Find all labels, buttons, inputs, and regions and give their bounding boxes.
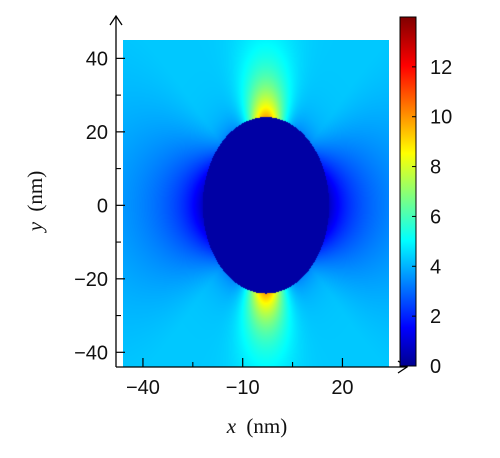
colorbar xyxy=(399,16,417,367)
colorbar-tick-label: 12 xyxy=(430,57,452,79)
y-axis-title: y (nm) xyxy=(23,171,47,233)
colorbar-tick-label: 0 xyxy=(430,356,441,378)
y-axis-arrow xyxy=(109,14,123,26)
y-tick-label: 40 xyxy=(86,48,108,70)
colorbar-ticks: 0 2 4 6 8 10 12 xyxy=(412,57,452,378)
x-tick-label: −10 xyxy=(226,377,260,399)
colorbar-tick-label: 4 xyxy=(430,256,441,278)
x-tick-label: 20 xyxy=(331,377,353,399)
y-tick-label: 0 xyxy=(97,195,108,217)
x-axis-ticks: −40 −10 20 xyxy=(126,358,354,399)
colorbar-tick-label: 6 xyxy=(430,206,441,228)
y-axis-ticks: 40 20 0 −20 −40 xyxy=(74,48,125,364)
y-tick-label: −20 xyxy=(74,269,108,291)
colorbar-tick-label: 8 xyxy=(430,157,441,179)
x-tick-label: −40 xyxy=(126,377,160,399)
field-map xyxy=(123,40,389,367)
x-axis-title: x (nm) xyxy=(226,414,287,438)
y-tick-label: 20 xyxy=(86,122,108,144)
colorbar-tick-label: 2 xyxy=(430,306,441,328)
y-tick-label: −40 xyxy=(74,342,108,364)
colorbar-tick-label: 10 xyxy=(430,107,452,129)
